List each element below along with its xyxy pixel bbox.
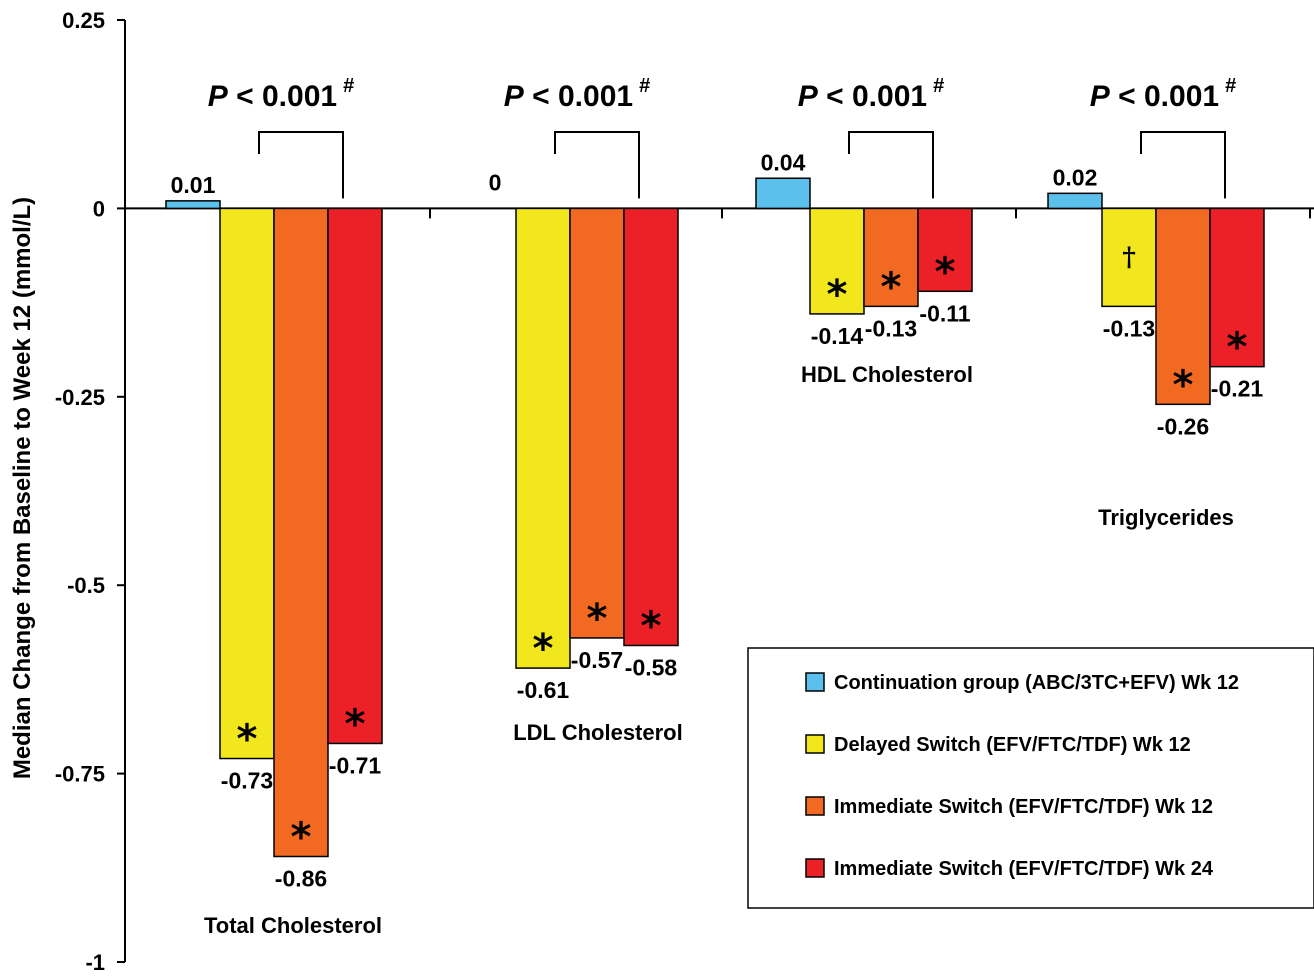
significance-marker: *: [587, 596, 608, 642]
data-label: -0.11: [919, 300, 970, 326]
bar: [219, 207, 275, 760]
annotations: * * * P < 0.001 # * * * P < 0.001 # * * * P < 0.001 # †…: [204, 75, 1248, 938]
category-label: Total Cholesterol: [204, 913, 382, 938]
bar: [327, 207, 383, 745]
bars: [165, 177, 1265, 858]
legend-label: Continuation group (ABC/3TC+EFV) Wk 12: [834, 672, 1239, 694]
bar: [515, 207, 571, 669]
legend-swatch: [805, 796, 825, 816]
bar: [863, 207, 919, 308]
bar: [623, 207, 679, 647]
data-label: -0.13: [1103, 315, 1155, 341]
data-label: 0: [489, 169, 502, 195]
significance-marker: *: [533, 626, 554, 672]
legend-box: [747, 647, 1314, 909]
data-label: -0.13: [865, 315, 917, 341]
legend-swatch: [805, 672, 825, 692]
y-tick-label: -0.25: [55, 385, 105, 410]
y-tick-label: -0.75: [55, 762, 105, 787]
bar: [1047, 192, 1103, 210]
data-label: -0.86: [275, 865, 327, 891]
significance-marker: *: [291, 814, 312, 860]
significance-marker: *: [237, 717, 258, 763]
data-label: -0.21: [1211, 376, 1264, 402]
data-label: -0.26: [1157, 413, 1209, 439]
dagger-marker: †: [1122, 242, 1136, 272]
legend-label: Delayed Switch (EFV/FTC/TDF) Wk 12: [834, 734, 1191, 756]
significance-marker: *: [345, 701, 366, 747]
pvalue-bracket: [258, 131, 344, 199]
bar: [1101, 207, 1157, 308]
pvalue-label: P < 0.001 #: [1090, 75, 1236, 113]
data-label: -0.58: [625, 654, 678, 680]
significance-marker: *: [935, 249, 956, 295]
y-tick-label: -1: [85, 950, 105, 975]
pvalue-bracket: [1140, 131, 1226, 199]
data-label: -0.71: [329, 752, 382, 778]
bar: [1155, 207, 1211, 406]
pvalue-label: P < 0.001 #: [208, 75, 354, 113]
category-label: Triglycerides: [1098, 505, 1234, 530]
legend-label: Immediate Switch (EFV/FTC/TDF) Wk 12: [834, 796, 1213, 818]
significance-marker: *: [641, 603, 662, 649]
data-label: -0.57: [571, 647, 623, 673]
legend-label: Immediate Switch (EFV/FTC/TDF) Wk 24: [834, 858, 1214, 880]
pvalue-bracket: [554, 131, 640, 199]
pvalue-bracket: [848, 131, 934, 199]
bar: [569, 207, 625, 639]
data-label: 0.04: [761, 149, 806, 175]
significance-marker: *: [881, 264, 902, 310]
significance-marker: *: [1173, 362, 1194, 408]
data-label: 0.02: [1053, 164, 1098, 190]
legend: Continuation group (ABC/3TC+EFV) Wk 12 De…: [747, 647, 1314, 909]
pvalue-label: P < 0.001 #: [798, 75, 944, 113]
data-label: -0.61: [517, 677, 570, 703]
data-label: 0.01: [171, 172, 216, 198]
significance-marker: *: [1227, 325, 1248, 371]
bar: [273, 207, 329, 858]
legend-swatch: [805, 858, 825, 878]
data-label: -0.14: [811, 323, 864, 349]
bar: [1209, 207, 1265, 368]
bar: [917, 207, 973, 293]
bar: [165, 200, 221, 210]
bar: [755, 177, 811, 210]
y-tick-label: -0.5: [67, 573, 105, 598]
y-tick-label: 0.25: [62, 8, 105, 33]
y-axis-label: Median Change from Baseline to Week 12 (…: [9, 197, 36, 779]
data-label: -0.73: [221, 768, 273, 794]
y-tick-label: 0: [93, 196, 105, 221]
bar: [809, 207, 865, 315]
category-label: LDL Cholesterol: [513, 720, 683, 745]
category-label: HDL Cholesterol: [801, 362, 973, 387]
significance-marker: *: [827, 272, 848, 318]
pvalue-label: P < 0.001 #: [504, 75, 650, 113]
legend-swatch: [805, 734, 825, 754]
data-labels: 0.01 -0.73 -0.86 -0.71 0 -0.61-0.57 -0.58 0.04 -…: [171, 149, 1264, 891]
